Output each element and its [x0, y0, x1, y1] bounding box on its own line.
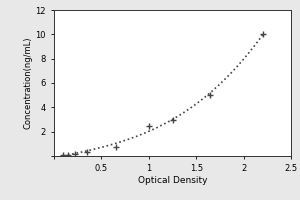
Y-axis label: Concentration(ng/mL): Concentration(ng/mL) [23, 37, 32, 129]
X-axis label: Optical Density: Optical Density [138, 176, 207, 185]
